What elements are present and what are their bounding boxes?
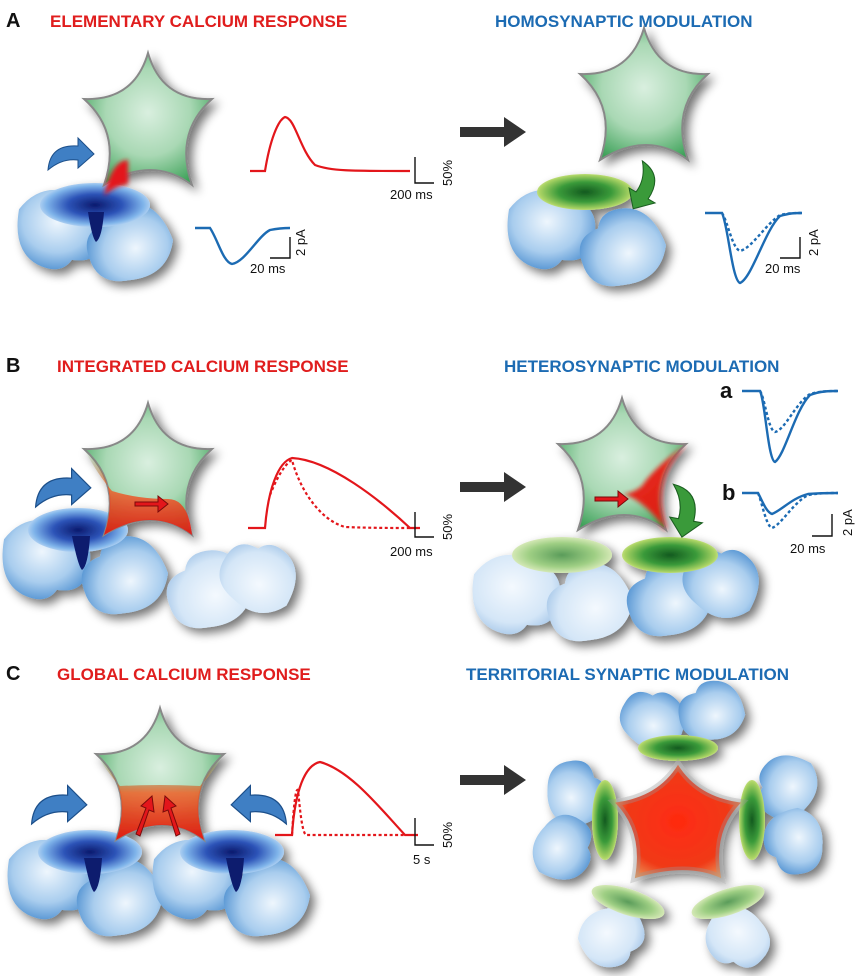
panel-c: C GLOBAL CALCIUM RESPONSE TERRITORIAL SY… (6, 663, 834, 976)
astrocyte-heterosynaptic (472, 397, 769, 658)
propagation-arrow-icon (162, 794, 181, 837)
current-scalebar-right: 2 pA 20 ms (765, 229, 821, 276)
synaptic-current-trace-b (742, 491, 839, 516)
trace-label-b: b (722, 480, 735, 505)
current-scalebar: 2 pA 20 ms (790, 509, 855, 556)
panel-title-left: ELEMENTARY CALCIUM RESPONSE (50, 12, 347, 31)
curved-arrow-icon (30, 784, 88, 825)
current-scalebar-left: 2 pA 20 ms (250, 229, 308, 276)
scalebar-y-label: 50% (440, 822, 455, 848)
scalebar-y-label: 2 pA (293, 229, 308, 256)
calcium-scalebar: 50% 5 s (413, 818, 455, 867)
astrocyte-global (7, 707, 321, 953)
panel-letter: C (6, 663, 20, 685)
scalebar-x-label: 20 ms (790, 541, 826, 556)
curved-arrow-icon (230, 784, 287, 825)
process-arrow-icon (460, 117, 526, 147)
scalebar-x-label: 200 ms (390, 544, 433, 559)
calcium-trace-inhibited (268, 458, 411, 530)
scalebar-y-label: 2 pA (806, 229, 821, 256)
astrocyte-homosynaptic (507, 27, 709, 303)
panel-letter: B (6, 355, 20, 377)
propagation-arrow-icon (134, 494, 169, 514)
process-arrow-icon (460, 472, 526, 502)
calcium-trace (275, 760, 418, 837)
calcium-trace (248, 456, 420, 530)
trace-label-a: a (720, 378, 733, 403)
panel-title-left: GLOBAL CALCIUM RESPONSE (57, 665, 311, 684)
curved-arrow-icon (34, 468, 92, 508)
panel-title-right: HETEROSYNAPTIC MODULATION (504, 357, 779, 376)
calcium-scalebar: 50% 200 ms (390, 157, 455, 202)
scalebar-x-label: 20 ms (250, 261, 286, 276)
synaptic-current-trace-modulated (720, 211, 803, 253)
propagation-arrow-icon (594, 489, 629, 509)
synaptic-current-trace (195, 226, 291, 266)
astrocyte-integrated (2, 402, 306, 645)
panel-title-right: TERRITORIAL SYNAPTIC MODULATION (466, 665, 789, 684)
scalebar-y-label: 50% (440, 514, 455, 540)
process-arrow-icon (460, 765, 526, 795)
synaptic-current-trace-a-modulated (758, 389, 839, 434)
panel-a: A ELEMENTARY CALCIUM RESPONSE HOMOSYNAPT… (6, 10, 821, 303)
panel-letter: A (6, 10, 20, 32)
synaptic-current-trace-a (742, 389, 839, 464)
scalebar-y-label: 50% (440, 160, 455, 186)
curved-arrow-icon (664, 483, 709, 541)
scalebar-x-label: 5 s (413, 852, 431, 867)
scalebar-x-label: 200 ms (390, 187, 433, 202)
panel-title-left: INTEGRATED CALCIUM RESPONSE (57, 357, 349, 376)
calcium-trace-brief (290, 788, 405, 837)
curved-arrow-icon (47, 137, 95, 171)
panel-title-right: HOMOSYNAPTIC MODULATION (495, 12, 753, 31)
calcium-trace (250, 115, 411, 173)
scalebar-x-label: 20 ms (765, 261, 801, 276)
astrocyte-elementary (17, 52, 213, 298)
calcium-scalebar: 50% 200 ms (390, 512, 455, 559)
panel-b: B INTEGRATED CALCIUM RESPONSE HETEROSYNA… (2, 355, 855, 658)
astrocyte-territorial (525, 672, 834, 976)
scalebar-y-label: 2 pA (840, 509, 855, 536)
propagation-arrow-icon (135, 794, 155, 837)
